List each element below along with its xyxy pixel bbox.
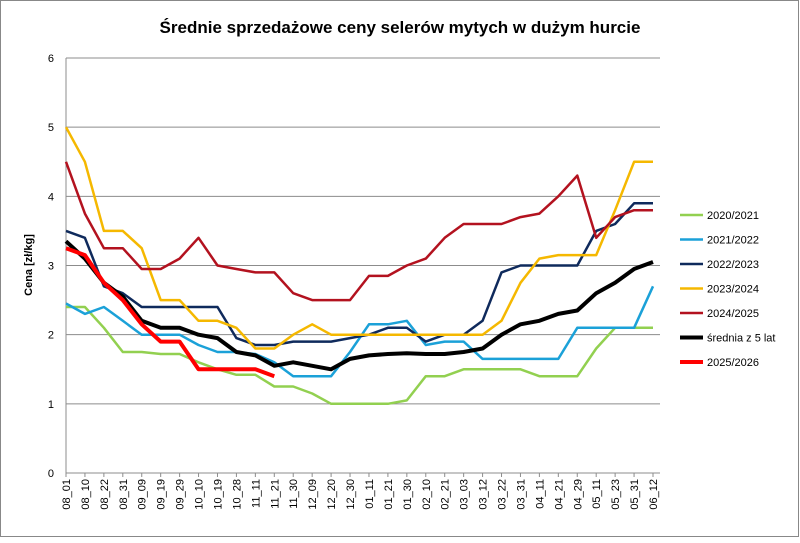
chart-title: Średnie sprzedażowe ceny selerów mytych … bbox=[160, 18, 641, 37]
legend-label: średnia z 5 lat bbox=[707, 333, 775, 345]
legend-label: 2025/2026 bbox=[707, 357, 759, 369]
x-tick-label: 06_12 bbox=[648, 479, 660, 510]
legend-label: 2024/2025 bbox=[707, 308, 759, 320]
series-line bbox=[66, 305, 653, 406]
series-line bbox=[64, 161, 653, 302]
x-tick-label: 10_10 bbox=[194, 479, 206, 510]
x-tick-label: 01_30 bbox=[402, 479, 414, 510]
y-tick-label: 1 bbox=[48, 399, 54, 411]
x-tick-label: 08_10 bbox=[80, 479, 92, 510]
y-tick-label: 2 bbox=[48, 330, 54, 342]
legend-label: 2020/2021 bbox=[707, 210, 759, 222]
x-tick-label: 08_01 bbox=[61, 479, 73, 510]
x-tick-label: 12_20 bbox=[326, 479, 338, 510]
legend-label: 2022/2023 bbox=[707, 259, 759, 271]
x-tick-label: 08_31 bbox=[118, 479, 130, 510]
y-tick-label: 6 bbox=[48, 53, 54, 65]
x-tick-label: 04_21 bbox=[553, 479, 565, 510]
x-tick-label: 10_28 bbox=[231, 479, 243, 510]
x-tick-label: 09_19 bbox=[156, 479, 168, 510]
x-tick-label: 03_31 bbox=[515, 479, 527, 510]
x-tick-label: 04_29 bbox=[572, 479, 584, 510]
x-tick-label: 05_11 bbox=[591, 479, 603, 509]
y-tick-label: 3 bbox=[48, 261, 54, 273]
x-tick-label: 05_31 bbox=[629, 479, 641, 510]
x-tick-label: 01_11 bbox=[364, 479, 376, 509]
x-tick-label: 03_22 bbox=[497, 479, 509, 510]
y-tick-label: 5 bbox=[48, 122, 54, 134]
x-tick-label: 04_11 bbox=[534, 479, 546, 509]
series-line bbox=[65, 285, 655, 378]
x-tick-label: 08_22 bbox=[99, 479, 111, 510]
legend-label: 2023/2024 bbox=[707, 284, 759, 296]
x-tick-label: 01_21 bbox=[383, 479, 395, 510]
x-tick-label: 02_21 bbox=[440, 479, 452, 510]
x-tick-label: 11_30 bbox=[288, 479, 300, 509]
series-line bbox=[64, 239, 654, 372]
x-tick-label: 11_11 bbox=[250, 479, 262, 508]
x-tick-label: 02_10 bbox=[421, 479, 433, 510]
x-tick-label: 05_23 bbox=[610, 479, 622, 510]
x-tick-label: 03_03 bbox=[459, 479, 471, 510]
legend-label: 2021/2022 bbox=[707, 235, 759, 247]
x-tick-label: 09_29 bbox=[175, 479, 187, 510]
y-tick-label: 4 bbox=[48, 191, 54, 203]
x-tick-label: 11_21 bbox=[269, 479, 281, 509]
x-tick-label: 12_30 bbox=[345, 479, 357, 510]
y-axis-label: Cena [zł/kg] bbox=[23, 234, 35, 296]
series-line bbox=[64, 126, 653, 350]
x-tick-label: 09_09 bbox=[137, 479, 149, 510]
x-tick-label: 12_09 bbox=[307, 479, 319, 510]
series-line bbox=[65, 246, 275, 379]
y-tick-label: 0 bbox=[48, 468, 54, 480]
x-tick-label: 03_12 bbox=[478, 479, 490, 510]
series-line bbox=[65, 202, 653, 347]
x-tick-label: 10_19 bbox=[212, 479, 224, 510]
